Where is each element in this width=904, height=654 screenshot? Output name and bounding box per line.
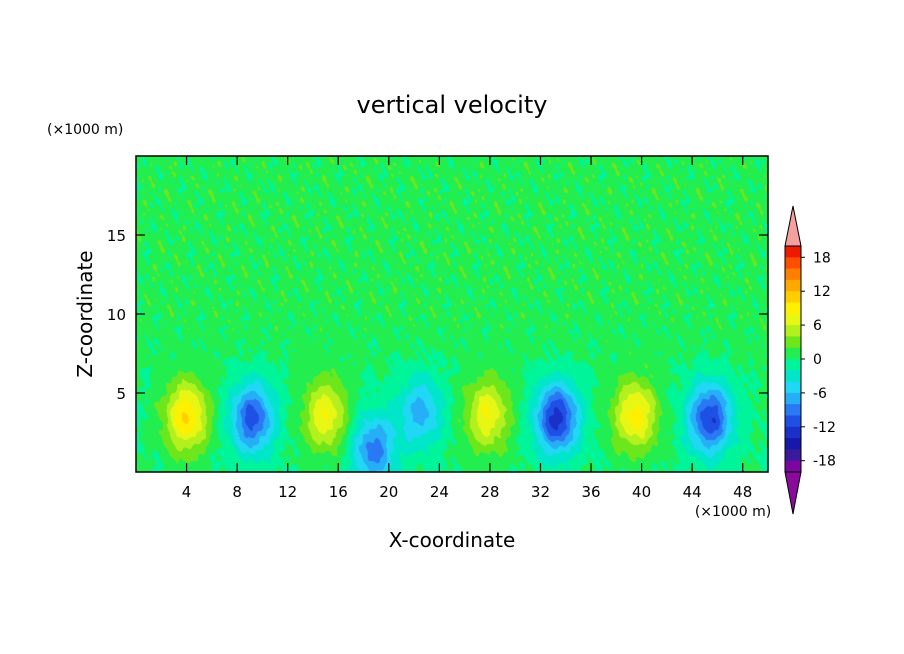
colorbar-tick-label: -18 bbox=[813, 454, 836, 470]
x-tick-label: 28 bbox=[480, 483, 499, 501]
colorbar-swatch bbox=[785, 404, 801, 416]
y-axis-label: Z-coordinate bbox=[73, 250, 97, 377]
x-tick-label: 16 bbox=[329, 483, 348, 501]
colorbar-tick-label: -6 bbox=[813, 386, 827, 402]
colorbar-swatch bbox=[785, 313, 801, 326]
colorbar-swatch bbox=[785, 438, 801, 450]
x-tick-label: 4 bbox=[182, 483, 192, 501]
colorbar-swatch bbox=[785, 426, 801, 439]
colorbar-swatch bbox=[785, 291, 801, 303]
x-axis-label: X-coordinate bbox=[389, 528, 516, 552]
colorbar-swatch bbox=[785, 381, 801, 394]
colorbar-high-arrow bbox=[784, 205, 802, 247]
x-tick-label: 24 bbox=[430, 483, 449, 501]
y-tick-label: 5 bbox=[116, 385, 126, 403]
chart-title: vertical velocity bbox=[357, 91, 548, 119]
colorbar-swatch bbox=[785, 246, 801, 258]
y-tick-label: 15 bbox=[107, 227, 126, 245]
x-tick-label: 8 bbox=[232, 483, 242, 501]
colorbar-tick-label: 18 bbox=[813, 250, 831, 266]
colorbar-swatch bbox=[785, 336, 801, 349]
colorbar-swatch bbox=[785, 460, 801, 473]
x-tick-label: 40 bbox=[632, 483, 651, 501]
colorbar-swatch bbox=[785, 392, 801, 405]
contour-field bbox=[136, 156, 768, 472]
x-tick-label: 20 bbox=[379, 483, 398, 501]
x-tick-label: 12 bbox=[278, 483, 297, 501]
plot-area bbox=[135, 155, 769, 473]
x-tick-label: 36 bbox=[581, 483, 600, 501]
colorbar: 18 12 6 0 -6 -12 -18 bbox=[784, 205, 836, 515]
colorbar-swatch bbox=[785, 370, 801, 382]
colorbar-swatch bbox=[785, 415, 801, 428]
colorbar-swatch bbox=[785, 268, 801, 281]
y-unit-label: (×1000 m) bbox=[47, 122, 123, 138]
colorbar-tick-label: 12 bbox=[813, 284, 831, 300]
colorbar-swatch bbox=[785, 347, 801, 360]
y-axis: 5 10 15 bbox=[107, 227, 768, 403]
y-tick-label: 10 bbox=[107, 306, 126, 324]
colorbar-low-arrow bbox=[784, 471, 802, 515]
x-tick-label: 44 bbox=[683, 483, 702, 501]
colorbar-tick-label: 0 bbox=[813, 352, 822, 368]
colorbar-swatch bbox=[785, 257, 801, 269]
x-unit-label: (×1000 m) bbox=[695, 504, 771, 520]
x-tick-label: 32 bbox=[531, 483, 550, 501]
x-axis: 4 8 12 16 20 24 28 32 36 40 44 48 bbox=[182, 156, 752, 501]
colorbar-swatch bbox=[785, 325, 801, 337]
colorbar-swatch bbox=[785, 279, 801, 292]
colorbar-tick-label: -12 bbox=[813, 420, 836, 436]
colorbar-swatch bbox=[785, 302, 801, 315]
colorbar-tick-label: 6 bbox=[813, 318, 822, 334]
colorbar-swatch bbox=[785, 449, 801, 462]
x-tick-label: 48 bbox=[733, 483, 752, 501]
colorbar-swatch bbox=[785, 359, 801, 371]
